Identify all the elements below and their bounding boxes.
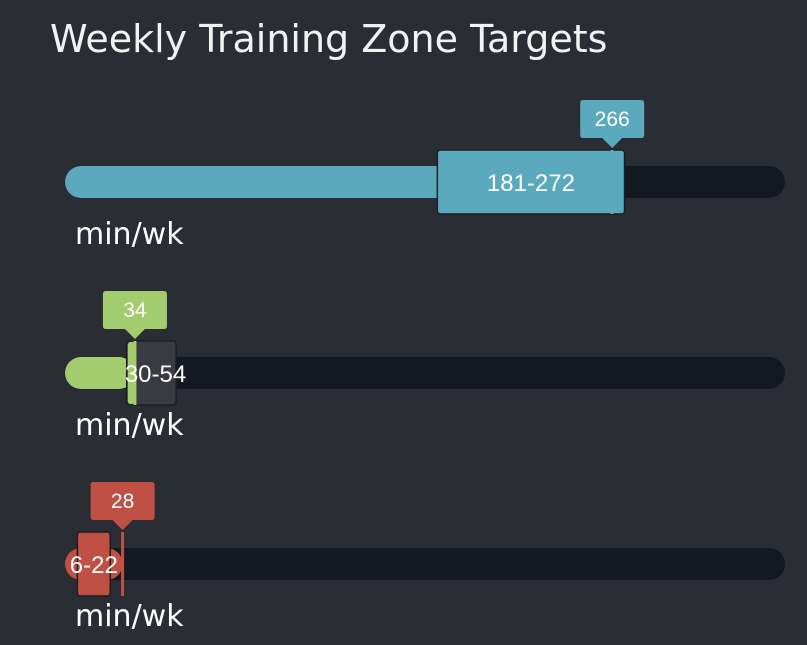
zone-row: 6-22 28 min/wk <box>65 482 785 634</box>
target-range-label: 6-22 <box>70 552 118 579</box>
actual-marker <box>133 341 137 405</box>
zone-rows: 181-272 266 min/wk 30-54 34 min/wk 6-22 28 min/w… <box>65 100 785 634</box>
zone-row: 30-54 34 min/wk <box>65 291 785 443</box>
unit-label: min/wk <box>75 408 184 443</box>
target-range-progress <box>127 342 135 404</box>
track-bar <box>65 357 785 389</box>
value-bubble <box>580 100 645 148</box>
chart-title: Weekly Training Zone Targets <box>50 17 607 61</box>
target-range-band <box>76 531 112 597</box>
value-bubble-label: 34 <box>123 299 147 322</box>
actual-value-bar <box>65 357 135 389</box>
value-bubble <box>90 482 155 530</box>
actual-marker <box>121 532 125 596</box>
value-bubble-label: 28 <box>111 490 134 513</box>
unit-label: min/wk <box>75 599 184 634</box>
target-range-band <box>125 340 177 406</box>
unit-label: min/wk <box>75 217 184 252</box>
target-range-label: 181-272 <box>487 170 575 197</box>
target-range-label: 30-54 <box>125 361 186 388</box>
track-bar <box>65 548 785 580</box>
target-range-band <box>436 149 626 215</box>
actual-marker <box>610 150 614 214</box>
zone-row: 181-272 266 min/wk <box>65 100 785 252</box>
value-bubble <box>102 291 167 339</box>
value-bubble-label: 266 <box>595 108 630 131</box>
